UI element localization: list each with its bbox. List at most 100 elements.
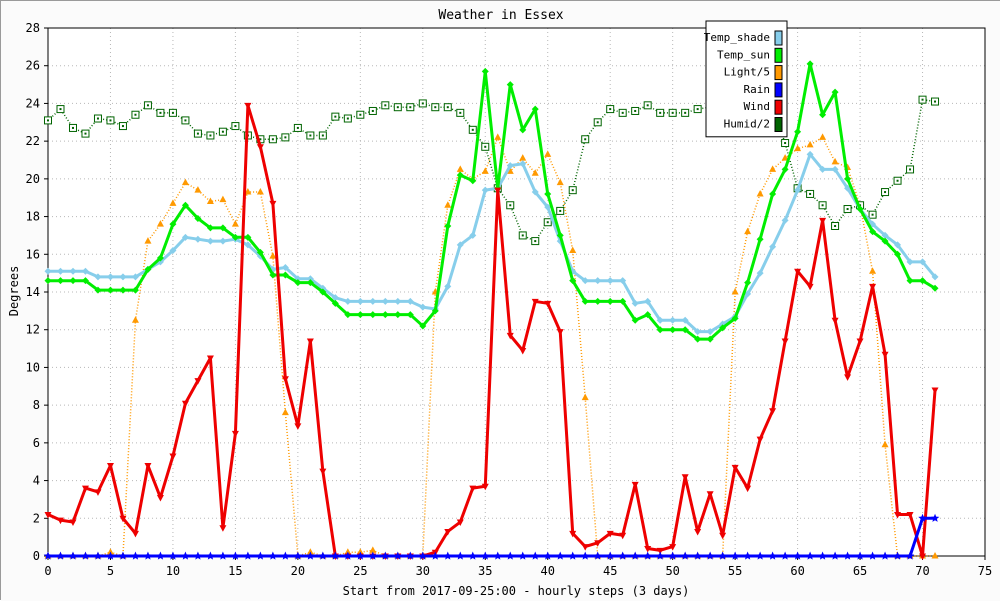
y-tick-label: 14 — [26, 285, 40, 299]
data-point — [381, 297, 389, 305]
data-point — [693, 551, 702, 560]
data-point — [468, 551, 478, 560]
legend-swatch — [774, 117, 783, 132]
data-point — [319, 288, 327, 296]
data-point — [831, 165, 839, 173]
data-point — [544, 150, 552, 157]
data-point — [81, 551, 90, 560]
data-point — [56, 267, 64, 275]
data-point — [144, 237, 152, 244]
data-point — [206, 237, 214, 245]
data-point — [930, 513, 940, 522]
data-point — [231, 220, 239, 227]
data-point — [219, 224, 227, 232]
data-point — [156, 551, 165, 560]
data-point — [131, 286, 139, 294]
data-point — [306, 279, 314, 287]
data-point — [744, 227, 752, 235]
x-tick-label: 10 — [166, 564, 180, 578]
data-point — [869, 228, 877, 236]
data-point — [368, 551, 378, 560]
data-point — [931, 387, 939, 395]
y-tick-label: 24 — [26, 96, 40, 110]
data-point — [594, 297, 602, 305]
y-axis-label: Degrees — [7, 266, 21, 317]
marker-dot — [384, 104, 387, 107]
data-point — [569, 246, 577, 254]
data-point — [244, 233, 252, 241]
data-point — [668, 551, 677, 560]
data-point — [469, 231, 477, 239]
data-point — [881, 440, 889, 448]
y-tick-label: 18 — [26, 210, 40, 224]
data-point — [869, 267, 877, 274]
data-point — [769, 408, 777, 415]
data-point — [306, 275, 314, 283]
data-point — [643, 551, 652, 560]
data-point — [606, 530, 614, 538]
marker-dot — [659, 111, 662, 114]
data-point — [394, 311, 402, 319]
series-temp-sun — [44, 60, 939, 343]
data-point — [544, 203, 552, 211]
x-tick-label: 55 — [728, 564, 742, 578]
x-tick-label: 60 — [790, 564, 804, 578]
data-point — [256, 551, 265, 560]
data-point — [806, 150, 814, 158]
legend-label: Rain — [744, 83, 771, 96]
data-point — [294, 279, 302, 287]
data-point — [481, 167, 489, 174]
legend-label: Light/5 — [724, 66, 770, 79]
data-point — [106, 548, 114, 555]
data-point — [444, 282, 452, 290]
x-tick-label: 35 — [478, 564, 492, 578]
data-point — [256, 188, 264, 195]
data-point — [181, 551, 190, 560]
data-point — [581, 277, 589, 285]
data-point — [69, 277, 77, 285]
data-point — [456, 519, 464, 527]
data-point — [369, 311, 377, 319]
data-point — [756, 189, 764, 197]
data-point — [94, 273, 102, 281]
data-point — [769, 190, 777, 198]
marker-dot — [921, 98, 924, 101]
data-point — [169, 247, 177, 255]
data-point — [919, 258, 927, 266]
data-point — [344, 297, 352, 305]
data-point — [669, 326, 677, 334]
legend-label: Humid/2 — [724, 118, 770, 131]
data-point — [44, 267, 52, 275]
y-tick-label: 0 — [33, 549, 40, 563]
data-point — [580, 551, 590, 560]
y-tick-label: 2 — [33, 511, 40, 525]
legend-swatch — [774, 82, 783, 98]
legend-label: Temp_shade — [704, 31, 770, 44]
data-point — [530, 551, 540, 560]
data-point — [756, 269, 764, 277]
data-point — [868, 551, 877, 560]
y-tick-label: 4 — [33, 474, 40, 488]
data-point — [143, 551, 153, 560]
data-point — [531, 105, 539, 113]
marker-dot — [109, 119, 112, 122]
data-point — [194, 214, 202, 222]
data-point — [419, 303, 427, 311]
marker-dot — [284, 136, 287, 139]
data-point — [206, 551, 215, 560]
data-point — [594, 277, 602, 285]
data-point — [769, 165, 777, 172]
data-point — [119, 515, 127, 523]
marker-dot — [409, 106, 412, 109]
data-point — [131, 273, 139, 281]
data-point — [506, 81, 514, 89]
data-point — [705, 551, 715, 560]
data-point — [256, 248, 264, 256]
data-point — [381, 551, 390, 560]
data-point — [618, 551, 627, 560]
marker-dot — [534, 240, 537, 243]
marker-dot — [296, 126, 299, 129]
data-point — [81, 277, 89, 285]
marker-dot — [596, 121, 599, 124]
marker-dot — [134, 113, 137, 116]
